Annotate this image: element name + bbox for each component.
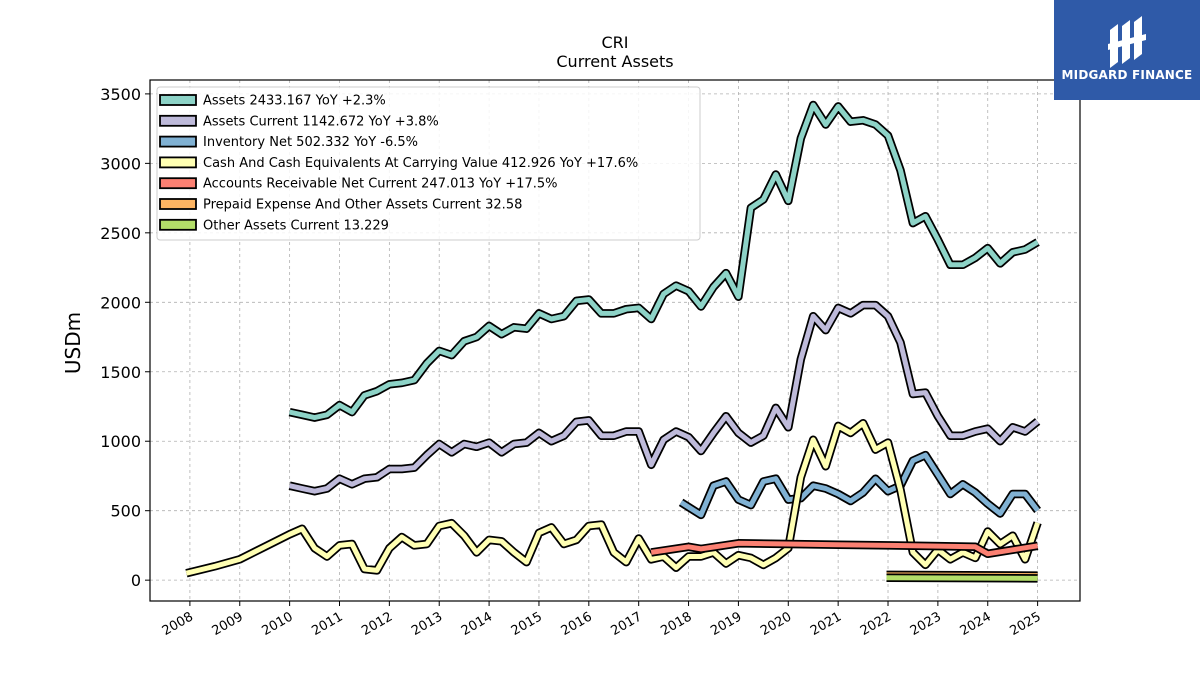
legend-label: Assets 2433.167 YoY +2.3% [203, 94, 386, 109]
x-tick-label: 2021 [808, 609, 844, 639]
legend-swatch [159, 218, 197, 231]
x-tick-label: 2023 [908, 609, 944, 639]
y-tick-label: 500 [110, 502, 141, 521]
midgard-logo-icon [1108, 16, 1146, 68]
series-outline-1 [288, 300, 1041, 496]
y-tick-label: 2500 [100, 224, 141, 243]
legend-label: Accounts Receivable Net Current 247.013 … [203, 177, 558, 192]
legend-swatch [159, 198, 197, 210]
y-tick-label: 2000 [100, 293, 141, 312]
chart-subtitle: Current Assets [556, 52, 673, 71]
legend-label: Inventory Net 502.332 YoY -6.5% [203, 135, 418, 150]
series-layer [185, 100, 1042, 583]
x-tick-label: 2025 [1007, 609, 1043, 639]
legend-box [156, 86, 701, 241]
x-tick-label: 2018 [658, 609, 694, 639]
x-tick-label: 2017 [609, 609, 645, 639]
legend-swatch [159, 156, 197, 169]
x-tick-label: 2014 [459, 609, 495, 639]
series-line-6 [886, 575, 1038, 581]
plot-frame [149, 79, 1081, 602]
y-tick-label: 3500 [100, 85, 141, 104]
x-tick-label: 2011 [309, 609, 345, 639]
x-tick-label: 2024 [958, 609, 994, 639]
x-tick-label: 2012 [359, 609, 395, 639]
legend-swatch [159, 135, 197, 148]
x-tick-label: 2013 [409, 609, 445, 639]
chart-title: CRI [601, 33, 628, 52]
legend-label: Other Assets Current 13.229 [203, 218, 389, 233]
x-tick-label: 2015 [509, 609, 545, 639]
legend: Assets 2433.167 YoY +2.3% Assets Current … [156, 86, 701, 241]
x-tick-label: 2020 [758, 609, 794, 639]
series-line-3 [185, 420, 1040, 576]
legend-swatch [159, 177, 197, 190]
x-tick-label: 2016 [559, 609, 595, 639]
series-line-2 [679, 452, 1040, 518]
legend-swatch [159, 114, 197, 127]
legend-label: Cash And Cash Equivalents At Carrying Va… [203, 156, 638, 171]
y-tick-label: 1500 [100, 363, 141, 382]
y-tick-label: 1000 [100, 432, 141, 451]
x-tick-label: 2008 [160, 609, 196, 639]
x-tick-label: 2009 [210, 609, 246, 639]
x-ticks: 2008 2009 2010 2011 2012 2013 2014 2015 2016 2017… [160, 601, 1044, 639]
y-tick-label: 3000 [100, 154, 141, 173]
legend-label: Prepaid Expense And Other Assets Current… [203, 198, 522, 213]
brand-logo: MIDGARD FINANCE [1054, 0, 1200, 100]
y-axis-label: USDm [61, 312, 85, 374]
series-outline-2 [678, 450, 1041, 520]
series-line-0 [289, 102, 1039, 421]
x-tick-label: 2022 [858, 609, 894, 639]
series-line-1 [289, 302, 1040, 494]
y-ticks: 0 500 1000 1500 2000 2500 3000 3500 [100, 85, 150, 590]
legend-label: Assets Current 1142.672 YoY +3.8% [203, 114, 439, 129]
legend-swatch [159, 94, 197, 106]
x-tick-label: 2019 [708, 609, 744, 639]
x-tick-label: 2010 [259, 609, 295, 639]
y-tick-label: 0 [131, 571, 141, 590]
series-line-4 [650, 540, 1038, 557]
brand-name: MIDGARD FINANCE [1061, 68, 1193, 82]
